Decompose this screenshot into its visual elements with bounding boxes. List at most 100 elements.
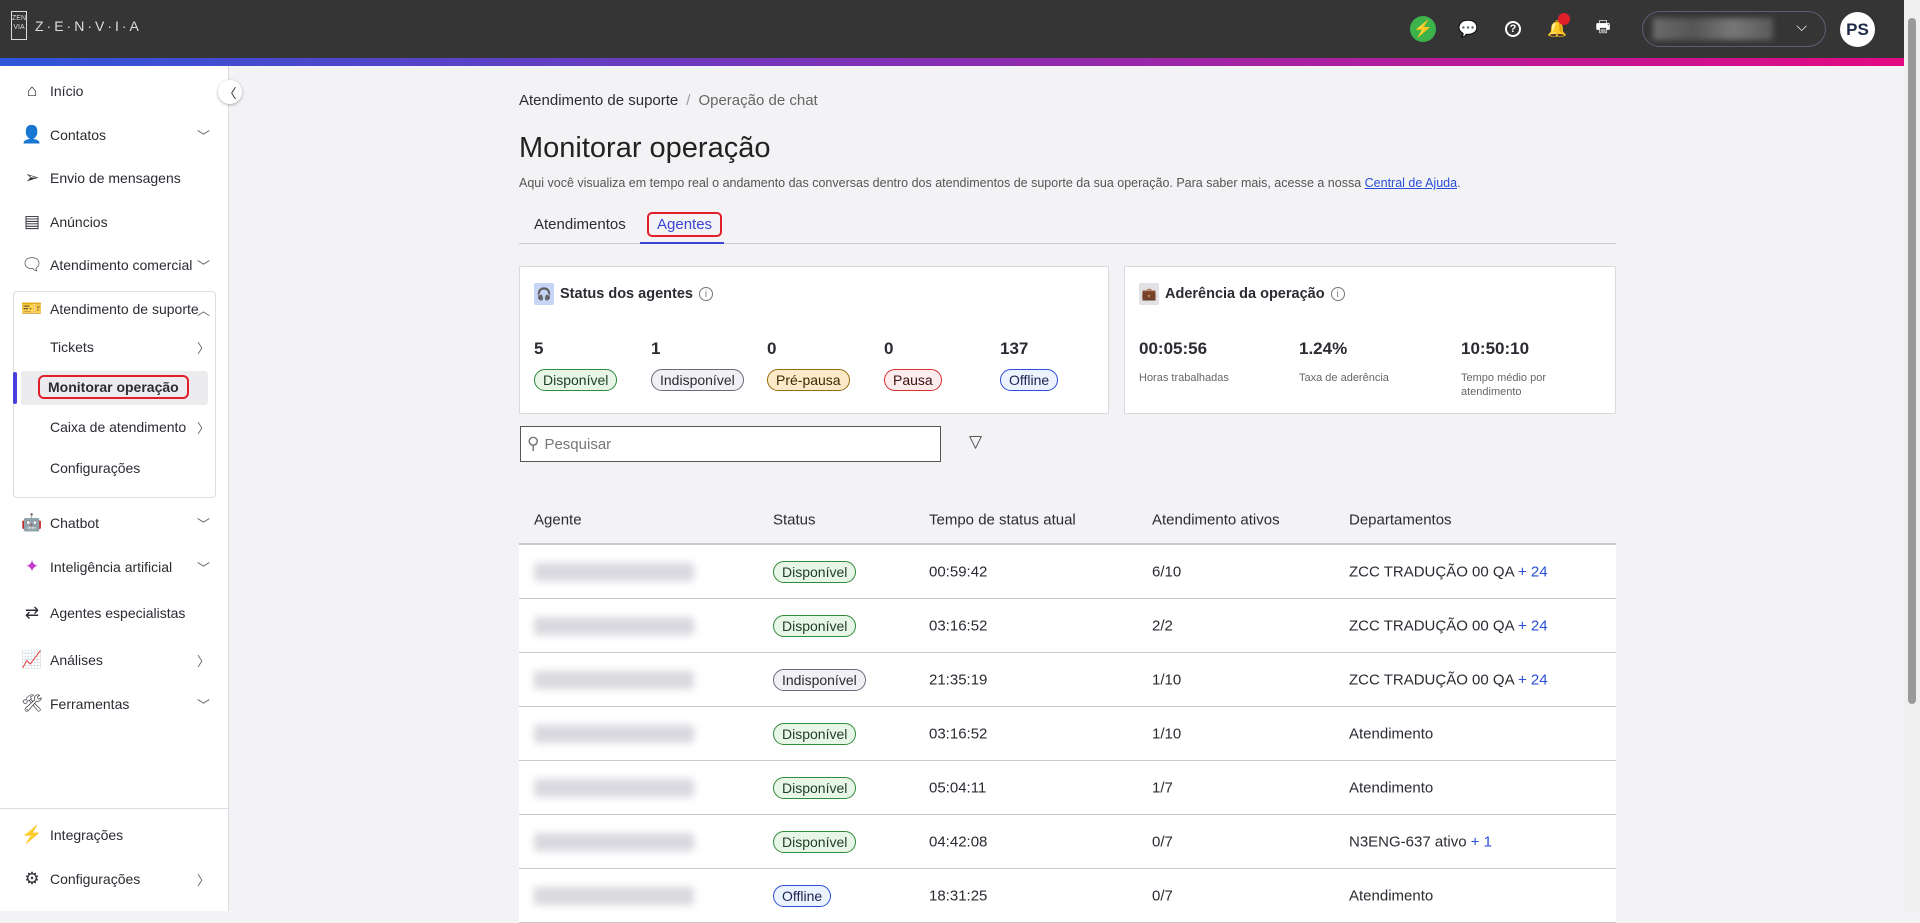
sidebar-subitem-configuracoes[interactable]: Configurações: [50, 453, 210, 483]
department-name: ZCC TRADUÇÃO 00 QA: [1349, 671, 1514, 688]
agent-name-blurred: [534, 724, 694, 743]
table-header: Agente Status Tempo de status atual Aten…: [519, 496, 1616, 545]
more-departments-link[interactable]: + 24: [1517, 617, 1548, 634]
sidebar-item-atendimento-comercial[interactable]: 🗨 Atendimento comercial ﹀: [20, 250, 210, 280]
more-departments-link[interactable]: + 1: [1470, 833, 1493, 850]
info-icon[interactable]: i: [1330, 287, 1345, 301]
departments-cell: ZCC TRADUÇÃO 00 QA + 24: [1349, 617, 1548, 634]
more-departments-link[interactable]: + 24: [1517, 563, 1548, 580]
breadcrumb: Atendimento de suporte / Operação de chat: [519, 92, 818, 109]
search-input[interactable]: ⚲ Pesquisar: [520, 426, 941, 462]
sidebar-item-label: Agentes especialistas: [50, 605, 186, 621]
info-icon[interactable]: i: [698, 287, 713, 301]
chat-bubbles-icon[interactable]: 💬: [1458, 21, 1478, 38]
status-time: 03:16:52: [929, 617, 988, 634]
column-header: Status: [773, 511, 816, 528]
zenvia-logo[interactable]: ZEN VIA Z·E·N·V·I·A: [11, 11, 142, 40]
chat-icon: 🗨: [21, 255, 43, 274]
breadcrumb-parent[interactable]: Atendimento de suporte: [519, 92, 679, 109]
logo-mark: ZEN VIA: [11, 11, 27, 40]
tab-atendimentos[interactable]: Atendimentos: [534, 216, 626, 233]
sidebar-item-atendimento-suporte[interactable]: 🎫 Atendimento de suporte ︿: [20, 294, 210, 324]
table-row[interactable]: Disponível 04:42:08 0/7 N3ENG-637 ativo …: [519, 815, 1616, 869]
tab-indicator: [640, 242, 724, 244]
departments-cell: ZCC TRADUÇÃO 00 QA + 24: [1349, 563, 1548, 580]
metric-label: Taxa de aderência: [1299, 372, 1389, 384]
tabs: Atendimentos Agentes: [519, 206, 1616, 244]
agent-name-blurred: [534, 886, 694, 905]
status-time: 18:31:25: [929, 887, 988, 904]
sidebar-subitem-caixa[interactable]: Caixa de atendimento 〉: [50, 412, 210, 442]
tools-icon: 🛠: [21, 694, 43, 713]
status-badge: Offline: [1000, 369, 1059, 391]
sidebar-item-contatos[interactable]: 👤 Contatos ﹀: [20, 120, 210, 150]
avatar[interactable]: PS: [1840, 12, 1875, 47]
table-row[interactable]: Indisponível 21:35:19 1/10 ZCC TRADUÇÃO …: [519, 653, 1616, 707]
help-icon[interactable]: ?: [1500, 16, 1526, 42]
help-center-link[interactable]: Central de Ajuda: [1364, 176, 1458, 190]
briefcase-clock-icon: 💼: [1139, 283, 1159, 305]
collapse-sidebar-button[interactable]: 〈: [218, 80, 242, 104]
scrollbar[interactable]: [1904, 0, 1920, 911]
sidebar-subitem-monitorar[interactable]: Monitorar operação: [38, 372, 210, 402]
table-row[interactable]: Disponível 00:59:42 6/10 ZCC TRADUÇÃO 00…: [519, 545, 1616, 599]
status-cell: Indisponível: [773, 668, 866, 691]
table-row[interactable]: Disponível 05:04:11 1/7 Atendimento: [519, 761, 1616, 815]
status-badge: Disponível: [773, 560, 857, 583]
org-name-blurred: [1653, 18, 1773, 40]
status-cell: Disponível: [773, 614, 857, 637]
top-bar: ZEN VIA Z·E·N·V·I·A ⚡ 💬 ? 🔔 🖶 ⌵ PS: [0, 0, 1904, 58]
sidebar-item-configuracoes[interactable]: ⚙ Configurações 〉: [20, 864, 210, 894]
sidebar-item-ia[interactable]: ✦ Inteligência artificial ﹀: [20, 552, 210, 582]
send-icon: ➢: [24, 168, 40, 187]
department-name: ZCC TRADUÇÃO 00 QA: [1349, 617, 1514, 634]
sidebar-item-label: Atendimento comercial: [50, 257, 193, 273]
chevron-right-icon: 〉: [196, 872, 210, 888]
printer-icon[interactable]: 🖶: [1595, 18, 1611, 36]
description-text: Aqui você visualiza em tempo real o anda…: [519, 176, 1365, 190]
status-badge: Pré-pausa: [767, 369, 850, 391]
workflow-icon: ⇄: [24, 603, 40, 622]
table-row[interactable]: Disponível 03:16:52 2/2 ZCC TRADUÇÃO 00 …: [519, 599, 1616, 653]
table-row[interactable]: Offline 18:31:25 0/7 Atendimento: [519, 869, 1616, 923]
table-row[interactable]: Disponível 03:16:52 1/10 Atendimento: [519, 707, 1616, 761]
sidebar-item-label: Caixa de atendimento: [50, 419, 187, 435]
more-departments-link[interactable]: + 24: [1517, 671, 1548, 688]
document-icon: ▤: [23, 212, 41, 231]
departments-cell: Atendimento: [1349, 887, 1433, 904]
status-time: 21:35:19: [929, 671, 988, 688]
sidebar-item-label: Atendimento de suporte: [50, 301, 199, 317]
scrollbar-thumb[interactable]: [1908, 18, 1916, 704]
bell-icon[interactable]: 🔔: [1544, 13, 1570, 42]
sidebar-item-ferramentas[interactable]: 🛠 Ferramentas ﹀: [20, 689, 210, 719]
sidebar-item-inicio[interactable]: ⌂ Início: [20, 76, 210, 106]
status-time: 04:42:08: [929, 833, 988, 850]
organization-selector[interactable]: ⌵: [1642, 11, 1826, 47]
sidebar-item-label: Monitorar operação: [38, 375, 189, 399]
active-count: 1/7: [1152, 779, 1173, 796]
lightning-icon[interactable]: ⚡: [1410, 16, 1436, 42]
active-count: 1/10: [1152, 671, 1182, 688]
active-count: 1/10: [1152, 725, 1182, 742]
status-time: 05:04:11: [929, 779, 987, 796]
sidebar-subitem-tickets[interactable]: Tickets 〉: [50, 332, 210, 362]
tab-agentes[interactable]: Agentes: [647, 212, 723, 237]
sidebar-item-chatbot[interactable]: 🤖 Chatbot ﹀: [20, 508, 210, 538]
department-name: Atendimento: [1349, 779, 1434, 796]
sidebar-item-label: Integrações: [50, 827, 124, 843]
status-time: 00:59:42: [929, 563, 988, 580]
sidebar-item-integracoes[interactable]: ⚡ Integrações: [20, 820, 210, 850]
sidebar-item-analises[interactable]: 📈 Análises 〉: [20, 645, 210, 675]
sidebar-item-label: Envio de mensagens: [50, 170, 181, 186]
search-placeholder: Pesquisar: [544, 435, 612, 453]
filter-icon[interactable]: ▽: [969, 432, 983, 451]
metric-label: Tempo médio por atendimento: [1461, 372, 1546, 398]
sidebar-item-label: Inteligência artificial: [50, 559, 173, 575]
active-indicator: [13, 372, 17, 404]
sidebar-item-agentes-especialistas[interactable]: ⇄ Agentes especialistas: [20, 598, 210, 628]
sidebar-item-anuncios[interactable]: ▤ Anúncios: [20, 207, 210, 237]
sidebar-item-envio[interactable]: ➢ Envio de mensagens: [20, 163, 210, 193]
breadcrumb-separator: /: [686, 92, 691, 109]
lightning-icon: ⚡: [21, 825, 43, 844]
sidebar-item-label: Chatbot: [50, 515, 100, 531]
